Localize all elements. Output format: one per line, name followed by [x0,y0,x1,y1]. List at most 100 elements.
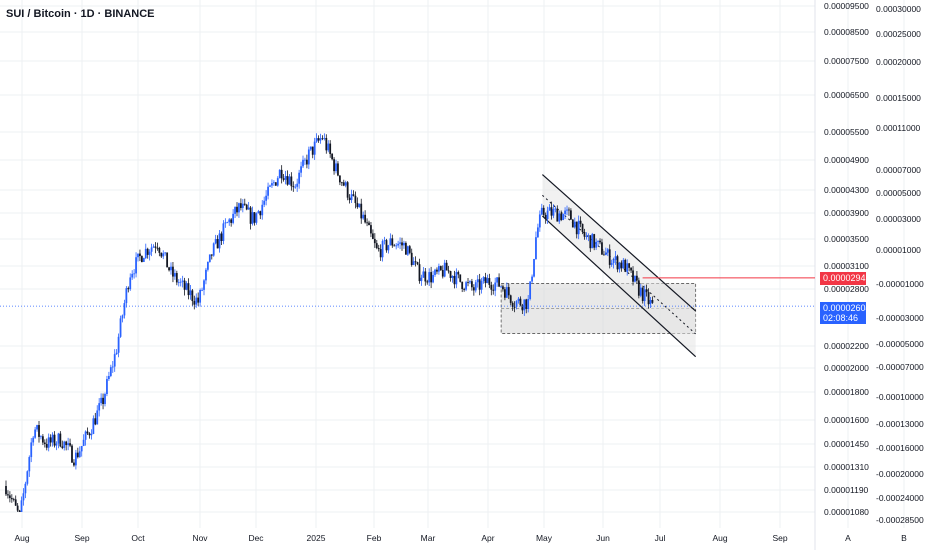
candle-body [569,210,572,220]
time-axis[interactable]: Aug Sep Oct Nov Dec 2025 Feb Mar Apr May Jun Jul Aug… [14,533,907,543]
secondary-price-axis[interactable]: 0.00030000 0.00025000 0.00020000 0.00015000… [876,4,924,525]
candle-body [344,182,347,186]
y-tick-label: 0.00001310 [824,462,869,472]
candle-body [529,281,532,300]
candle-body [74,452,77,466]
candle-body [18,510,21,512]
candle-body [144,248,147,259]
candle-body [319,138,322,141]
candle-body [30,442,33,458]
candle-body [22,493,25,501]
candle-body [127,288,130,290]
candle-body [305,159,308,165]
candle-body [173,273,176,277]
candle-body [348,197,351,201]
candle-body [451,275,454,278]
x-tick-label: Sep [772,533,787,543]
candle-body [274,182,277,186]
candle-body [286,176,289,185]
candle-body [177,282,180,284]
candle-body [257,211,260,214]
y2-tick-label: 0.00011000 [876,123,921,133]
candle-body [366,222,368,224]
candle-body [321,138,324,140]
candle-body [583,232,586,237]
candle-body [315,138,318,142]
candle-body [249,207,252,224]
candle-body [292,186,295,188]
candle-body [488,278,491,285]
candle-body [214,239,217,244]
candle-body [36,425,38,430]
candle-body [478,279,481,290]
candle-body [428,272,431,283]
candle-body [205,269,207,281]
candle-body [253,212,256,223]
candle-body [125,288,128,304]
candle-body [513,306,516,308]
candle-body [397,243,400,246]
x-tick-label: Nov [192,533,208,543]
candle-body [647,292,650,305]
candle-body [500,286,502,288]
candle-body [457,272,460,275]
candle-body [430,272,433,283]
candle-body [375,243,378,248]
candle-body [414,261,417,263]
candle-body [552,209,555,216]
candle-body [395,245,398,247]
candle-body [564,210,566,215]
candle-body [212,243,215,256]
y-tick-label: 0.00002000 [824,363,869,373]
candle-body [166,252,169,268]
candle-body [82,439,85,446]
candle-body [370,225,372,234]
candle-body [381,241,384,258]
y2-tick-label: 0.00007000 [876,165,921,175]
candle-body [484,277,487,284]
candle-body [106,379,108,394]
candle-body [210,254,213,256]
candle-body [333,159,335,172]
candle-body [410,252,413,265]
candle-body [139,253,141,257]
candle-body [441,270,444,277]
candle-body [12,499,15,500]
x-tick-label: Apr [481,533,494,543]
candle-body [350,194,353,201]
candle-body [371,233,374,239]
candle-body [618,262,621,270]
candle-body [346,182,349,198]
price-axis[interactable]: 0.00009500 0.00008500 0.00007500 0.00006500… [824,1,869,517]
candle-body [354,195,357,204]
candle-body [453,275,456,285]
candle-body [117,336,120,353]
candle-body [507,287,510,296]
candle-body [135,257,137,274]
y2-tick-label: -0.00016000 [876,443,924,453]
candle-body [298,172,301,184]
candle-body [296,183,299,187]
candle-body [276,178,279,186]
candle-body [80,445,83,452]
candle-body [439,266,442,271]
candle-body [463,288,466,290]
candle-body [148,251,151,255]
candle-body [218,233,221,249]
candle-body [362,214,365,219]
x-tick-label: Feb [367,533,382,543]
candle-body [472,287,475,291]
candle-body [546,210,549,219]
candle-body [651,300,654,303]
candle-body [255,213,258,223]
candle-body [181,280,184,282]
x-tick-label: A [845,533,851,543]
candle-body [261,204,264,216]
last-price-value: 0.00002604 [823,303,871,313]
candle-body [502,286,504,290]
candle-body [65,441,68,446]
candle-body [573,221,576,228]
candle-body [269,185,271,187]
y-tick-label: 0.00003500 [824,234,869,244]
